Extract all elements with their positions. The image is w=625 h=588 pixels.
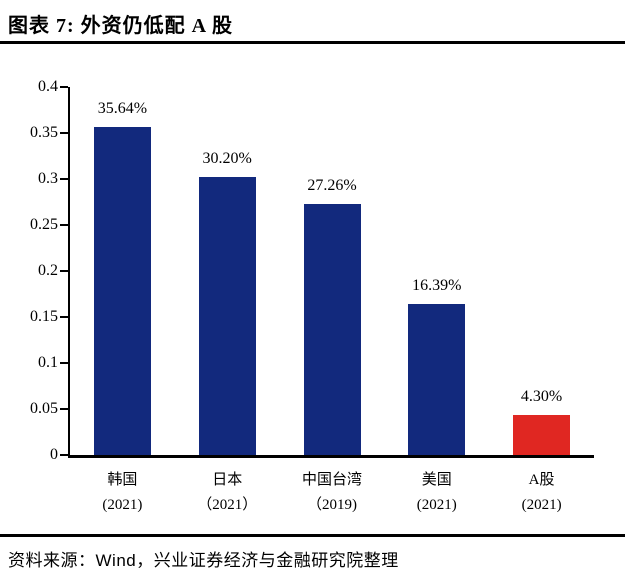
category-year: （2021）	[197, 497, 258, 513]
category-name: 韩国	[107, 472, 138, 488]
category-name: A股	[528, 472, 555, 488]
y-axis-tick	[60, 224, 68, 226]
y-axis-tick	[60, 132, 68, 134]
y-axis-tick-label: 0	[50, 446, 58, 463]
figure-title: 图表 7: 外资仍低配 A 股	[8, 15, 233, 37]
x-axis-category-label: 韩国 (2021)	[70, 468, 175, 518]
footer-divider	[0, 534, 625, 537]
x-axis-category-label: 美国 (2021)	[384, 468, 489, 518]
bar-value-label: 4.30%	[520, 388, 563, 406]
y-axis-tick-label: 0.25	[30, 216, 58, 233]
category-year: (2021)	[521, 497, 562, 513]
bar-value-label: 16.39%	[412, 277, 462, 295]
x-axis-category-label: 日本 （2021）	[175, 468, 280, 518]
bar-value-label: 27.26%	[307, 177, 357, 195]
y-axis-tick	[60, 316, 68, 318]
y-axis-tick	[60, 454, 68, 456]
bar	[198, 177, 256, 455]
category-name: 日本	[212, 472, 243, 488]
y-axis-tick-label: 0.05	[30, 400, 58, 417]
y-axis-tick-label: 0.3	[38, 170, 58, 187]
y-axis-tick-label: 0.4	[38, 78, 58, 95]
category-year: （2019)	[306, 497, 357, 513]
bar-value-label: 30.20%	[202, 150, 252, 168]
x-axis-category-label: A股 (2021)	[489, 468, 594, 518]
category-year: (2021)	[416, 497, 457, 513]
bar	[303, 204, 361, 455]
y-axis-tick	[60, 178, 68, 180]
bar-value-label: 35.64%	[97, 100, 148, 118]
y-axis-tick	[60, 86, 68, 88]
y-axis-tick-label: 0.1	[38, 354, 58, 371]
category-year: (2021)	[102, 497, 143, 513]
bar	[513, 415, 571, 455]
y-axis-tick-label: 0.35	[30, 124, 58, 141]
bar	[93, 127, 151, 455]
bar	[408, 304, 466, 455]
y-axis-tick-label: 0.2	[38, 262, 58, 279]
x-axis-category-label: 中国台湾 （2019)	[280, 468, 385, 518]
bar-chart-plot-area: 0 0.05 0.1 0.15 0.2 0.25 0.3 0.35 0.4 35.64% 韩国 (20…	[30, 78, 594, 513]
source-note-suffix: ，兴业证券经济与金融研究院整理	[136, 551, 399, 570]
title-divider	[0, 41, 625, 44]
source-note-prefix: 资料来源：	[8, 551, 96, 570]
y-axis-tick	[60, 362, 68, 364]
y-axis-tick	[60, 270, 68, 272]
category-name: 中国台湾	[301, 472, 362, 488]
y-axis-tick	[60, 408, 68, 410]
source-note: 资料来源：Wind，兴业证券经济与金融研究院整理	[8, 546, 399, 571]
category-name: 美国	[421, 472, 452, 488]
y-axis-tick-label: 0.15	[30, 308, 58, 325]
source-note-wind: Wind	[95, 551, 137, 570]
